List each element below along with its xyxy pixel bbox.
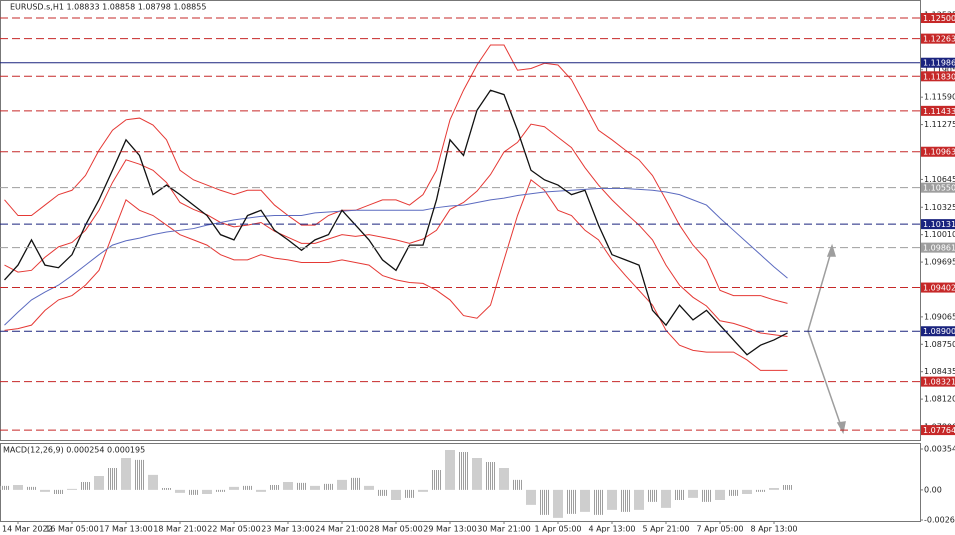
y-tick-label: 1.08435 [924, 367, 955, 376]
y-tick-label: 0.003545 [924, 445, 955, 454]
level-label: 1.12263 [923, 35, 955, 44]
level-label-box [921, 182, 955, 193]
x-tick-label: 1 Apr 05:00 [534, 525, 581, 534]
level-label: 1.11433 [923, 107, 955, 116]
y-tick-label: 1.11590 [924, 93, 955, 102]
level-label-box [921, 326, 955, 337]
level-label: 1.11830 [923, 72, 955, 81]
x-tick-label: 4 Apr 13:00 [588, 525, 635, 534]
x-tick-label: 23 Mar 13:00 [261, 525, 314, 534]
y-tick-label: 1.08120 [924, 395, 955, 404]
level-label-box [921, 425, 955, 436]
level-label: 1.07764 [923, 426, 955, 435]
y-tick-label: 1.09065 [924, 312, 955, 321]
level-label-box [921, 105, 955, 116]
y-tick-label: 1.08750 [924, 340, 955, 349]
arrow-head [826, 243, 837, 257]
x-tick-label: 16 Mar 05:00 [45, 525, 98, 534]
x-tick-label: 5 Apr 21:00 [642, 525, 689, 534]
level-label-box [921, 13, 955, 24]
macd-panel [0, 443, 921, 522]
x-tick-label: 8 Apr 13:00 [750, 525, 797, 534]
x-tick-label: 17 Mar 13:00 [99, 525, 152, 534]
level-label-box [921, 33, 955, 44]
y-tick-label: 1.10645 [924, 175, 955, 184]
level-label: 1.09402 [923, 284, 955, 293]
forecast-arrows [807, 243, 846, 435]
y-tick-label: -0.002607 [924, 516, 955, 525]
level-label-box [921, 57, 955, 68]
y-tick-label: 1.10325 [924, 203, 955, 212]
x-tick-label: 18 Mar 21:00 [153, 525, 206, 534]
series-line [4, 188, 788, 326]
y-tick-label: 1.09695 [924, 258, 955, 267]
level-label: 1.10131 [923, 220, 955, 229]
x-tick-label: 29 Mar 13:00 [423, 525, 476, 534]
x-tick-label: 7 Apr 05:00 [696, 525, 743, 534]
level-label-box [921, 242, 955, 253]
arrow-up [807, 251, 832, 332]
y-tick-label: 0.00 [924, 485, 942, 494]
x-tick-label: 24 Mar 21:00 [315, 525, 368, 534]
macd-title: MACD(12,26,9) 0.000254 0.000195 [3, 446, 145, 455]
level-label-box [921, 146, 955, 157]
level-label-box [921, 71, 955, 82]
series-line [4, 89, 788, 356]
level-label: 1.12500 [923, 14, 955, 23]
x-tick-label: 28 Mar 05:00 [369, 525, 422, 534]
price-panel [0, 0, 921, 441]
series-line [4, 123, 788, 337]
series-line [4, 44, 788, 304]
level-label: 1.09861 [923, 244, 955, 253]
level-label: 1.08900 [923, 327, 955, 336]
x-tick-label: 22 Mar 05:00 [207, 525, 260, 534]
y-tick-label: 1.11275 [924, 120, 955, 129]
level-label: 1.11986 [923, 59, 955, 68]
level-label: 1.08321 [923, 378, 955, 387]
level-label: 1.10550 [923, 184, 955, 193]
level-label-box [921, 219, 955, 230]
arrow-head [836, 421, 846, 435]
y-tick-label: 1.11905 [924, 65, 955, 74]
level-label: 1.10963 [923, 148, 955, 157]
x-tick-label: 14 Mar 2022 [2, 525, 53, 534]
y-tick-label: 1.10010 [924, 230, 955, 239]
arrow-down [807, 330, 842, 427]
chart-title: EURUSD.s,H1 1.08833 1.08858 1.08798 1.08… [10, 3, 206, 12]
level-label-box [921, 282, 955, 293]
series-line [4, 179, 788, 371]
x-tick-label: 30 Mar 21:00 [477, 525, 530, 534]
level-label-box [921, 376, 955, 387]
